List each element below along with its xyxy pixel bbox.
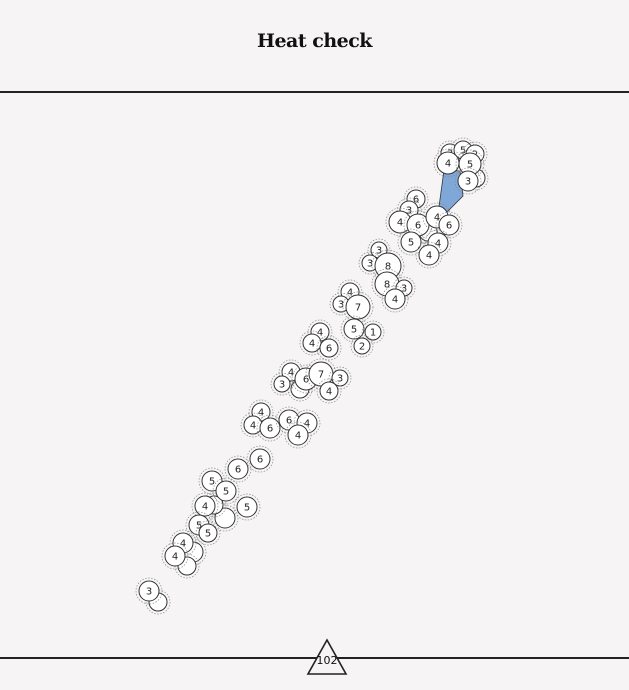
bubble-label: 5 <box>467 160 473 171</box>
bubble-label: 3 <box>337 374 343 385</box>
bubble-label: 5 <box>408 238 414 249</box>
bubble-label: 7 <box>318 370 324 381</box>
bubble-label: 5 <box>351 325 357 336</box>
bubble[interactable]: 6 <box>256 414 284 442</box>
bubble-label: 6 <box>257 455 263 466</box>
bubble-label: 2 <box>359 342 365 353</box>
bubble-label: 4 <box>309 339 315 350</box>
bubble[interactable]: 6 <box>224 455 252 483</box>
bubble-label: 4 <box>202 502 208 513</box>
bubble-label: 6 <box>286 416 292 427</box>
bubble[interactable]: 5 <box>212 477 240 505</box>
bubble-label: 6 <box>267 424 273 435</box>
triangle-icon <box>306 638 348 675</box>
bubble-label: 4 <box>435 239 441 250</box>
bubble-label: 3 <box>279 380 285 391</box>
bubble-label: 3 <box>338 300 344 311</box>
bubble-label: 5 <box>460 146 466 157</box>
bubble-label: 8 <box>384 280 390 291</box>
bubble-field[interactable]: 3524536346465443388344375124464367344466… <box>0 93 629 690</box>
counter-badge: 102 <box>305 638 349 676</box>
bubble-label: 4 <box>295 431 301 442</box>
bubble-label: 4 <box>180 539 186 550</box>
bubble-label: 3 <box>465 177 471 188</box>
bottom-divider <box>0 657 629 659</box>
bubble[interactable]: 4 <box>316 378 342 404</box>
bubble-label: 4 <box>250 421 256 432</box>
bubble-label: 6 <box>235 465 241 476</box>
bubble-label: 4 <box>397 218 403 229</box>
bubble-filler[interactable] <box>211 504 239 532</box>
bubble[interactable]: 2 <box>350 334 374 358</box>
bubble[interactable]: 3 <box>135 577 163 605</box>
bubble-label: 4 <box>347 288 353 299</box>
bubble-label: 6 <box>303 375 309 386</box>
bubble-label: 5 <box>244 503 250 514</box>
bubble[interactable]: 4 <box>381 285 409 313</box>
bubble-label: 8 <box>385 262 391 273</box>
bubble-label: 3 <box>146 587 152 598</box>
bubble-label: 4 <box>288 368 294 379</box>
bubble-label: 4 <box>317 328 323 339</box>
bubble-label: 4 <box>304 419 310 430</box>
bubble-label: 6 <box>326 344 332 355</box>
header-bar: Heat check <box>0 0 629 93</box>
bubble[interactable]: 7 <box>342 291 374 323</box>
counter-value: 102 <box>316 654 338 667</box>
bubble[interactable]: 4 <box>161 542 189 570</box>
bubble[interactable]: 6 <box>435 211 463 239</box>
bubble-label: 3 <box>401 284 407 295</box>
game-board[interactable]: 3524536346465443388344375124464367344466… <box>0 93 629 690</box>
bubble-label: 6 <box>446 221 452 232</box>
bubble-label: 1 <box>370 328 376 339</box>
bubble[interactable]: 5 <box>195 520 221 546</box>
bubble[interactable]: 1 <box>361 320 385 344</box>
bubble-label: 4 <box>172 552 178 563</box>
bubble[interactable]: 4 <box>415 241 443 269</box>
bubble[interactable]: 4 <box>284 421 312 449</box>
bubble-label: 5 <box>209 477 215 488</box>
bubble-label: 4 <box>258 408 264 419</box>
bubble-label: 4 <box>426 251 432 262</box>
bubble-label: 5 <box>196 521 202 532</box>
bubble[interactable]: 3 <box>270 372 294 396</box>
bubble-label: 6 <box>415 221 421 232</box>
bubble-label: 4 <box>326 387 332 398</box>
bubble-label: 7 <box>355 303 361 314</box>
bubble-label: 5 <box>205 529 211 540</box>
bubble-label: 4 <box>434 213 440 224</box>
bubble-label: 3 <box>367 259 373 270</box>
bubble-label: 4 <box>392 295 398 306</box>
bubble-label: 4 <box>445 159 451 170</box>
bubble[interactable]: 6 <box>316 335 342 361</box>
bubble[interactable]: 5 <box>397 228 425 256</box>
bubble-label: 3 <box>376 246 382 257</box>
bubble[interactable]: 4 <box>191 492 219 520</box>
bubble[interactable]: 3 <box>454 167 482 195</box>
page-title: Heat check <box>257 30 372 52</box>
bubble[interactable]: 6 <box>246 445 274 473</box>
bubble-label: 5 <box>223 487 229 498</box>
bubble[interactable]: 5 <box>233 493 261 521</box>
